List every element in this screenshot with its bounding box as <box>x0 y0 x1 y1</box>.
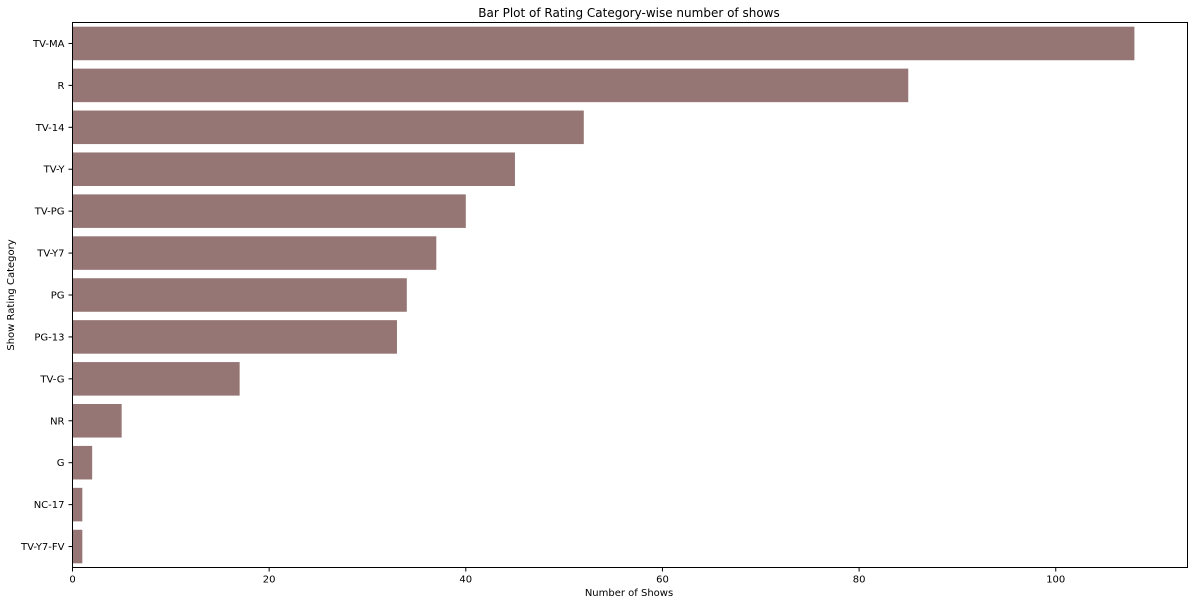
y-axis-label: Show Rating Category <box>6 239 17 350</box>
y-tick-label: PG <box>51 291 65 302</box>
x-tick-label: 40 <box>459 575 472 586</box>
bar-g <box>72 445 93 480</box>
bar-nc-17 <box>72 487 83 522</box>
bar-r <box>72 68 909 103</box>
bar-tv-ma <box>72 26 1135 61</box>
y-tick-label: TV-Y <box>43 165 66 176</box>
x-axis-label: Number of Shows <box>585 588 673 599</box>
y-tick-label: TV-Y7 <box>36 249 64 260</box>
bars-group <box>72 26 1135 564</box>
y-tick-label: NR <box>50 416 64 427</box>
x-tick-label: 60 <box>656 575 669 586</box>
bar-tv-y <box>72 152 515 186</box>
chart-title: Bar Plot of Rating Category-wise number … <box>478 6 779 20</box>
bar-tv-y7-fv <box>72 529 83 564</box>
x-tick-label: 100 <box>1046 575 1065 586</box>
x-ticks: 0 20 40 60 80 100 <box>69 567 1065 586</box>
y-tick-label: PG-13 <box>34 332 64 343</box>
x-tick-label: 80 <box>853 575 866 586</box>
bar-tv-y7 <box>72 236 437 270</box>
bar-pg <box>72 278 407 312</box>
y-tick-label: TV-Y7-FV <box>20 542 65 553</box>
y-tick-label: R <box>58 81 65 92</box>
y-tick-labels: TV-MA R TV-14 TV-Y TV-PG TV-Y7 PG PG-13 TV-G NR G N… <box>20 39 73 553</box>
y-tick-label: TV-14 <box>35 123 65 134</box>
bar-tv-pg <box>72 194 466 228</box>
y-tick-label: G <box>57 458 65 469</box>
y-tick-label: TV-G <box>39 374 64 385</box>
bar-pg-13 <box>72 320 397 354</box>
x-tick-label: 20 <box>263 575 276 586</box>
y-tick-label: NC-17 <box>34 500 65 511</box>
bar-tv-14 <box>72 110 584 145</box>
bar-nr <box>72 404 122 438</box>
y-tick-label: TV-PG <box>34 207 65 218</box>
plot-frame <box>72 22 1188 568</box>
x-tick-label: 0 <box>69 575 75 586</box>
bar-tv-g <box>72 362 240 396</box>
y-tick-label: TV-MA <box>32 39 65 50</box>
